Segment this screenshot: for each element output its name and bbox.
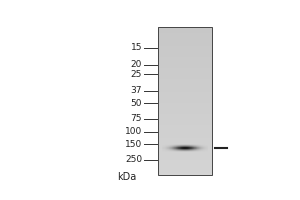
Bar — [158, 134, 212, 136]
Bar — [158, 75, 212, 77]
Bar — [158, 145, 212, 147]
Bar — [158, 70, 212, 71]
Bar — [158, 160, 212, 162]
Bar — [158, 103, 212, 105]
Bar — [158, 88, 212, 90]
Bar — [158, 164, 212, 166]
Bar — [158, 138, 212, 140]
Bar — [158, 55, 212, 57]
Bar — [158, 121, 212, 123]
Bar — [158, 95, 212, 97]
Bar — [158, 144, 212, 145]
Bar — [158, 90, 212, 92]
Bar — [158, 132, 212, 134]
Bar — [158, 40, 212, 42]
Text: 100: 100 — [125, 127, 142, 136]
Bar — [158, 116, 212, 118]
Text: 50: 50 — [130, 99, 142, 108]
Bar — [158, 123, 212, 125]
Bar — [158, 101, 212, 103]
Bar — [158, 166, 212, 168]
Bar — [158, 83, 212, 84]
Bar — [158, 173, 212, 175]
Bar — [158, 99, 212, 101]
Bar — [158, 58, 212, 60]
Bar — [158, 158, 212, 160]
Text: kDa: kDa — [117, 172, 136, 182]
Bar — [158, 151, 212, 153]
Bar — [158, 129, 212, 131]
Bar — [158, 77, 212, 79]
Bar — [158, 156, 212, 158]
Bar — [158, 153, 212, 155]
Text: 25: 25 — [131, 70, 142, 79]
Bar — [158, 68, 212, 70]
Bar — [158, 169, 212, 171]
Bar — [158, 105, 212, 107]
Bar — [158, 46, 212, 47]
Text: 15: 15 — [130, 43, 142, 52]
Bar — [158, 140, 212, 142]
Text: 20: 20 — [131, 60, 142, 69]
Bar — [158, 119, 212, 121]
Bar — [158, 49, 212, 51]
Bar — [158, 44, 212, 46]
Bar — [158, 136, 212, 138]
Text: 75: 75 — [130, 114, 142, 123]
Bar — [158, 114, 212, 116]
Text: 150: 150 — [125, 140, 142, 149]
Bar — [158, 97, 212, 99]
Bar — [158, 149, 212, 151]
Bar — [158, 27, 212, 29]
Bar — [158, 94, 212, 95]
Bar — [158, 142, 212, 144]
Bar — [158, 92, 212, 94]
Bar — [158, 162, 212, 164]
Bar — [158, 38, 212, 40]
Text: 37: 37 — [130, 86, 142, 95]
Bar — [158, 31, 212, 33]
Bar — [158, 33, 212, 34]
Bar — [158, 57, 212, 58]
Bar — [158, 27, 212, 175]
Bar — [158, 125, 212, 127]
Bar — [158, 51, 212, 53]
Bar — [158, 108, 212, 110]
Bar — [158, 86, 212, 88]
Bar — [158, 71, 212, 73]
Bar — [158, 84, 212, 86]
Bar — [158, 36, 212, 38]
Bar — [158, 107, 212, 108]
Bar — [158, 66, 212, 68]
Text: 250: 250 — [125, 155, 142, 164]
Bar — [158, 73, 212, 75]
Bar — [158, 29, 212, 31]
Bar — [158, 131, 212, 132]
Bar — [158, 79, 212, 81]
Bar — [158, 147, 212, 149]
Bar — [158, 60, 212, 62]
Bar — [158, 62, 212, 64]
Bar — [158, 155, 212, 156]
Bar — [158, 53, 212, 55]
Bar — [158, 34, 212, 36]
Bar — [158, 81, 212, 83]
Bar — [158, 110, 212, 112]
Bar — [158, 64, 212, 66]
Bar — [158, 47, 212, 49]
Bar — [158, 127, 212, 129]
Bar — [158, 118, 212, 119]
Bar — [158, 168, 212, 169]
Bar — [158, 112, 212, 114]
Bar — [158, 171, 212, 173]
Bar — [158, 42, 212, 44]
